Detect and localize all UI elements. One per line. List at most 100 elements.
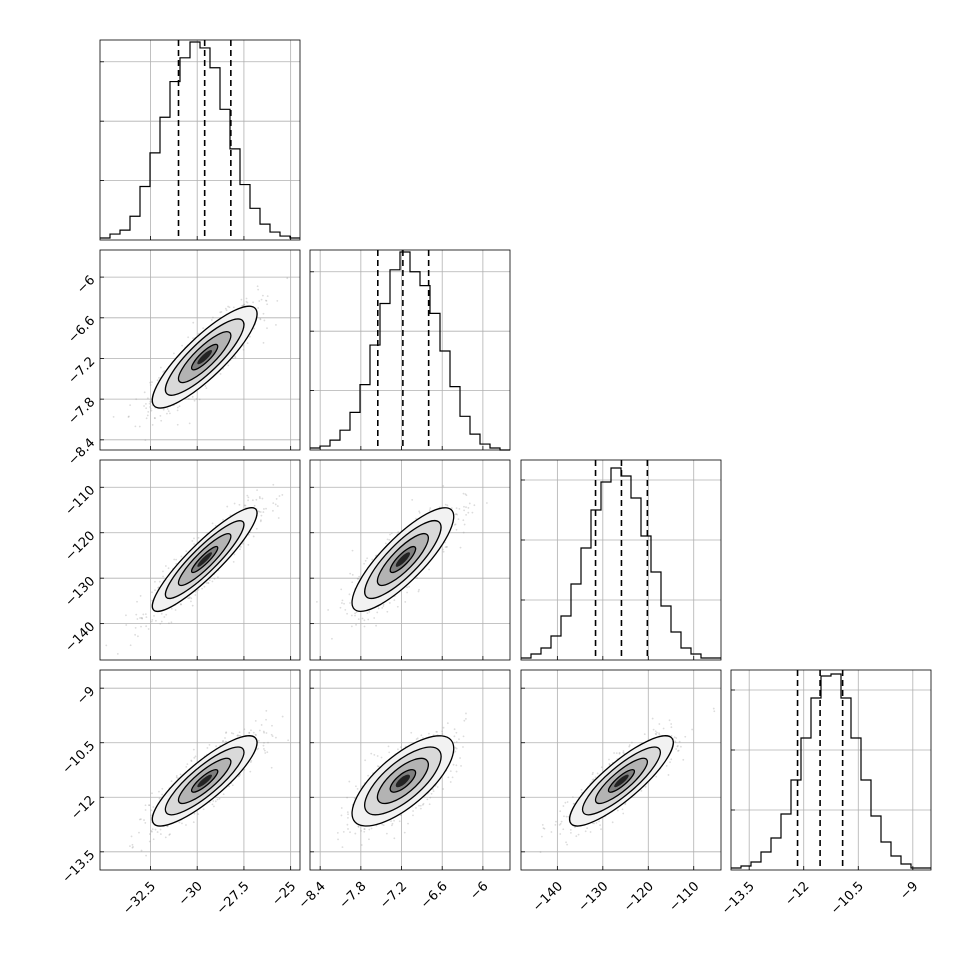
sample-point (397, 748, 399, 751)
sample-point (373, 753, 376, 756)
sample-point (259, 520, 262, 523)
sample-point (129, 845, 131, 848)
sample-point (207, 582, 210, 585)
sample-point (249, 770, 252, 773)
sample-point (181, 822, 183, 825)
sample-point (228, 306, 231, 309)
sample-point (463, 505, 465, 508)
sample-point (455, 747, 458, 750)
sample-point (151, 792, 153, 795)
sample-point (178, 405, 181, 408)
sample-point (445, 546, 448, 548)
sample-point (174, 609, 177, 611)
sample-point (361, 617, 364, 620)
sample-point (363, 828, 366, 830)
sample-point (595, 821, 598, 824)
sample-point (239, 546, 242, 548)
sample-point (163, 369, 166, 372)
sample-point (187, 397, 190, 400)
sample-point (254, 719, 257, 722)
sample-point (331, 637, 333, 640)
sample-point (239, 773, 241, 776)
sample-point (168, 412, 171, 415)
sample-point (391, 822, 394, 825)
sample-point (140, 849, 143, 852)
sample-point (194, 594, 197, 596)
sample-point (468, 502, 471, 505)
sample-point (172, 352, 175, 355)
sample-point (368, 828, 371, 831)
sample-point (185, 765, 188, 768)
sample-point (382, 603, 385, 606)
sample-point (160, 620, 163, 623)
sample-point (463, 719, 466, 722)
scatter-frame (309, 669, 511, 871)
histogram-step-line (100, 41, 300, 239)
sample-point (229, 514, 232, 517)
sample-point (415, 738, 418, 740)
sample-point (263, 749, 266, 752)
sample-point (371, 558, 374, 561)
sample-point (136, 600, 138, 603)
sample-point (221, 740, 224, 743)
sample-point (429, 507, 432, 510)
sample-point (233, 502, 236, 505)
sample-point (387, 745, 390, 748)
sample-point (262, 744, 265, 747)
sample-point (137, 635, 139, 638)
sample-point (151, 423, 154, 426)
sample-point (247, 499, 249, 502)
sample-point (260, 514, 263, 517)
sample-point (380, 756, 383, 759)
sample-point (225, 731, 228, 734)
sample-point (271, 724, 273, 727)
sample-point (542, 827, 545, 830)
sample-point (188, 596, 191, 599)
sample-point (243, 303, 246, 306)
sample-point (151, 591, 153, 594)
sample-point (251, 499, 254, 502)
histogram-panel-3 (730, 669, 932, 871)
sample-point (281, 715, 284, 718)
sample-point (238, 731, 241, 734)
sample-point (259, 318, 262, 321)
sample-point (112, 415, 115, 418)
sample-point (419, 807, 422, 810)
sample-point (270, 733, 273, 736)
sample-point (415, 517, 417, 520)
sample-point (231, 784, 234, 787)
sample-point (442, 788, 445, 790)
sample-point (654, 732, 657, 735)
sample-point (389, 533, 391, 536)
sample-point (446, 722, 449, 725)
sample-point (167, 410, 170, 412)
sample-point (193, 756, 196, 759)
sample-point (349, 831, 351, 834)
sample-point (238, 503, 241, 506)
sample-point (197, 813, 200, 816)
sample-point (214, 800, 217, 803)
sample-point (148, 402, 151, 405)
sample-point (452, 763, 455, 766)
sample-point (176, 406, 179, 409)
sample-point (242, 304, 245, 307)
sample-point (191, 604, 194, 607)
sample-point (416, 737, 419, 740)
sample-point (151, 619, 154, 621)
sample-point (144, 439, 147, 442)
sample-point (135, 613, 138, 616)
sample-point (406, 586, 408, 589)
sample-point (163, 616, 166, 618)
sample-point (436, 786, 439, 788)
sample-point (398, 820, 401, 823)
sample-point (257, 307, 260, 309)
scatter-frame (309, 459, 511, 661)
sample-point (386, 538, 389, 541)
sample-point (446, 545, 448, 548)
sample-point (240, 304, 243, 307)
sample-point (348, 593, 351, 596)
sample-point (150, 620, 153, 623)
sample-point (404, 601, 407, 603)
sample-point (341, 846, 344, 849)
sample-point (242, 542, 244, 545)
